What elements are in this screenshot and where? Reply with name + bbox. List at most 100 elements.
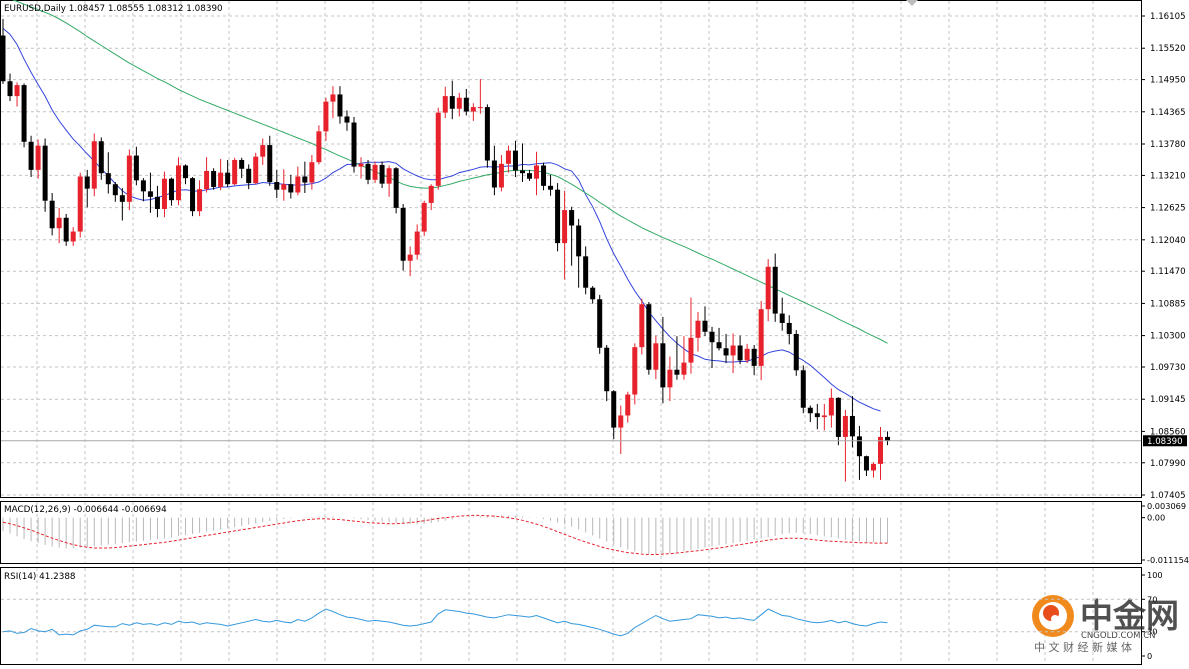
candle-body [70,231,76,242]
candle-body [351,122,357,167]
candle-body [407,254,413,261]
candle-bearish [849,396,855,448]
candle-bullish [14,82,20,107]
price-tick-label: 1.09145 [1150,395,1186,405]
macd-tick-label: 0.003069 [1147,501,1186,511]
price-tick-label: 1.12625 [1150,204,1186,214]
price-tick-label: 1.11470 [1150,267,1186,277]
candle-body [590,287,596,300]
candle-body [105,173,111,185]
candle-body [126,155,132,202]
macd-signal-line [2,514,888,555]
candle-body [323,101,329,132]
candle-bearish [604,344,610,402]
candle-bearish [140,178,146,202]
candle-body [267,145,273,182]
candle-body [119,195,125,202]
candle-bearish [863,455,869,477]
candle-bearish [541,162,547,191]
watermark-logo-text: 中金网 [1080,596,1179,635]
candle-bearish [133,146,139,186]
candle-bearish [674,336,680,380]
candle-body [330,94,336,102]
watermark-url: CNGOLD.COM.CN [1081,631,1156,641]
candle-body [400,207,406,261]
candle-body [660,343,666,388]
candle-body [800,370,806,408]
price-tick-label: 1.12040 [1150,236,1186,246]
candle-bullish [562,190,568,280]
candle-body [849,415,855,437]
candle-body [674,369,680,375]
candle-body [309,162,315,183]
candle-body [147,191,153,197]
candle-body [344,116,350,123]
candle-bullish [821,403,827,431]
price-tick-label: 1.09730 [1150,363,1186,373]
candle-bullish [842,409,848,482]
candle-body [91,141,97,189]
candle-bullish [639,298,645,355]
candle-body [653,343,659,370]
candle-bearish [737,335,743,365]
candle-bearish [351,117,357,173]
price-tick-label: 1.14365 [1150,108,1186,118]
candle-bearish [225,159,231,187]
candle-body [183,165,189,179]
candle-bullish [407,246,413,277]
candle-body [77,176,83,232]
price-tick-label: 1.07405 [1150,491,1186,501]
candle-body [42,145,48,201]
candle-bullish [428,184,434,211]
candle-bearish [168,177,174,206]
candle-body [597,299,603,348]
candle-body [7,81,13,97]
candle-body [863,456,869,471]
candle-bearish [779,297,785,331]
candle-bearish [105,152,111,194]
current-price-tag [1143,435,1187,447]
candle-bullish [232,157,238,186]
candle-body [772,266,778,314]
candle-bearish [885,431,891,446]
candle-bearish [835,397,841,446]
candle-bearish [709,326,715,369]
candle-bullish [414,224,420,260]
price-tick-label: 1.16105 [1150,12,1186,22]
candle-body [695,320,701,338]
rsi-tick-label: 0 [1147,651,1152,661]
candle-bullish [618,405,624,454]
candle-body [541,165,547,186]
rsi-header: RSI(14) 41.2388 [4,572,76,582]
candle-bearish [7,73,13,102]
candle-bullish [456,92,462,117]
candle-bullish [330,86,336,119]
price-axis[interactable]: 1.16105 1.15520 1.14950 1.14365 1.13780 1.132… [1141,12,1186,501]
candle-body [821,415,827,418]
candle-bullish [161,171,167,218]
candle-body [786,322,792,334]
candle-bullish [70,227,76,246]
candle-bearish [302,161,308,194]
rsi-tick-label: 100 [1147,570,1163,580]
candle-bearish [751,344,757,376]
candle-bullish [442,86,448,119]
candle-bearish [569,206,575,266]
candle-bearish [786,315,792,345]
candle-body [555,189,561,244]
candle-body [632,347,638,395]
candle-body [253,156,259,184]
chart-shift-marker-icon[interactable] [906,0,918,6]
candle-body [484,107,490,161]
candle-bullish [197,180,203,217]
candle-body [548,185,554,190]
candle-bearish [337,86,343,124]
candle-bearish [112,181,118,202]
ma-slow-line [11,0,888,344]
candle-bullish [681,336,687,380]
candle-body [491,160,497,188]
candle-body [828,397,834,416]
candle-bearish [807,405,813,423]
candle-bearish [449,80,455,120]
candle-bearish [154,185,160,218]
